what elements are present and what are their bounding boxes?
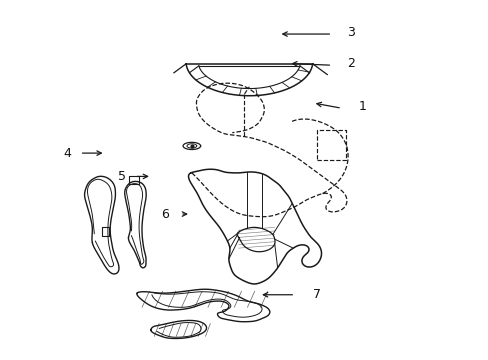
Text: 3: 3	[346, 27, 354, 40]
Text: 4: 4	[63, 147, 71, 159]
Text: 5: 5	[118, 170, 125, 183]
Text: 6: 6	[161, 208, 169, 221]
Text: 2: 2	[346, 57, 354, 70]
Text: 7: 7	[312, 288, 320, 301]
Text: 1: 1	[358, 100, 366, 113]
